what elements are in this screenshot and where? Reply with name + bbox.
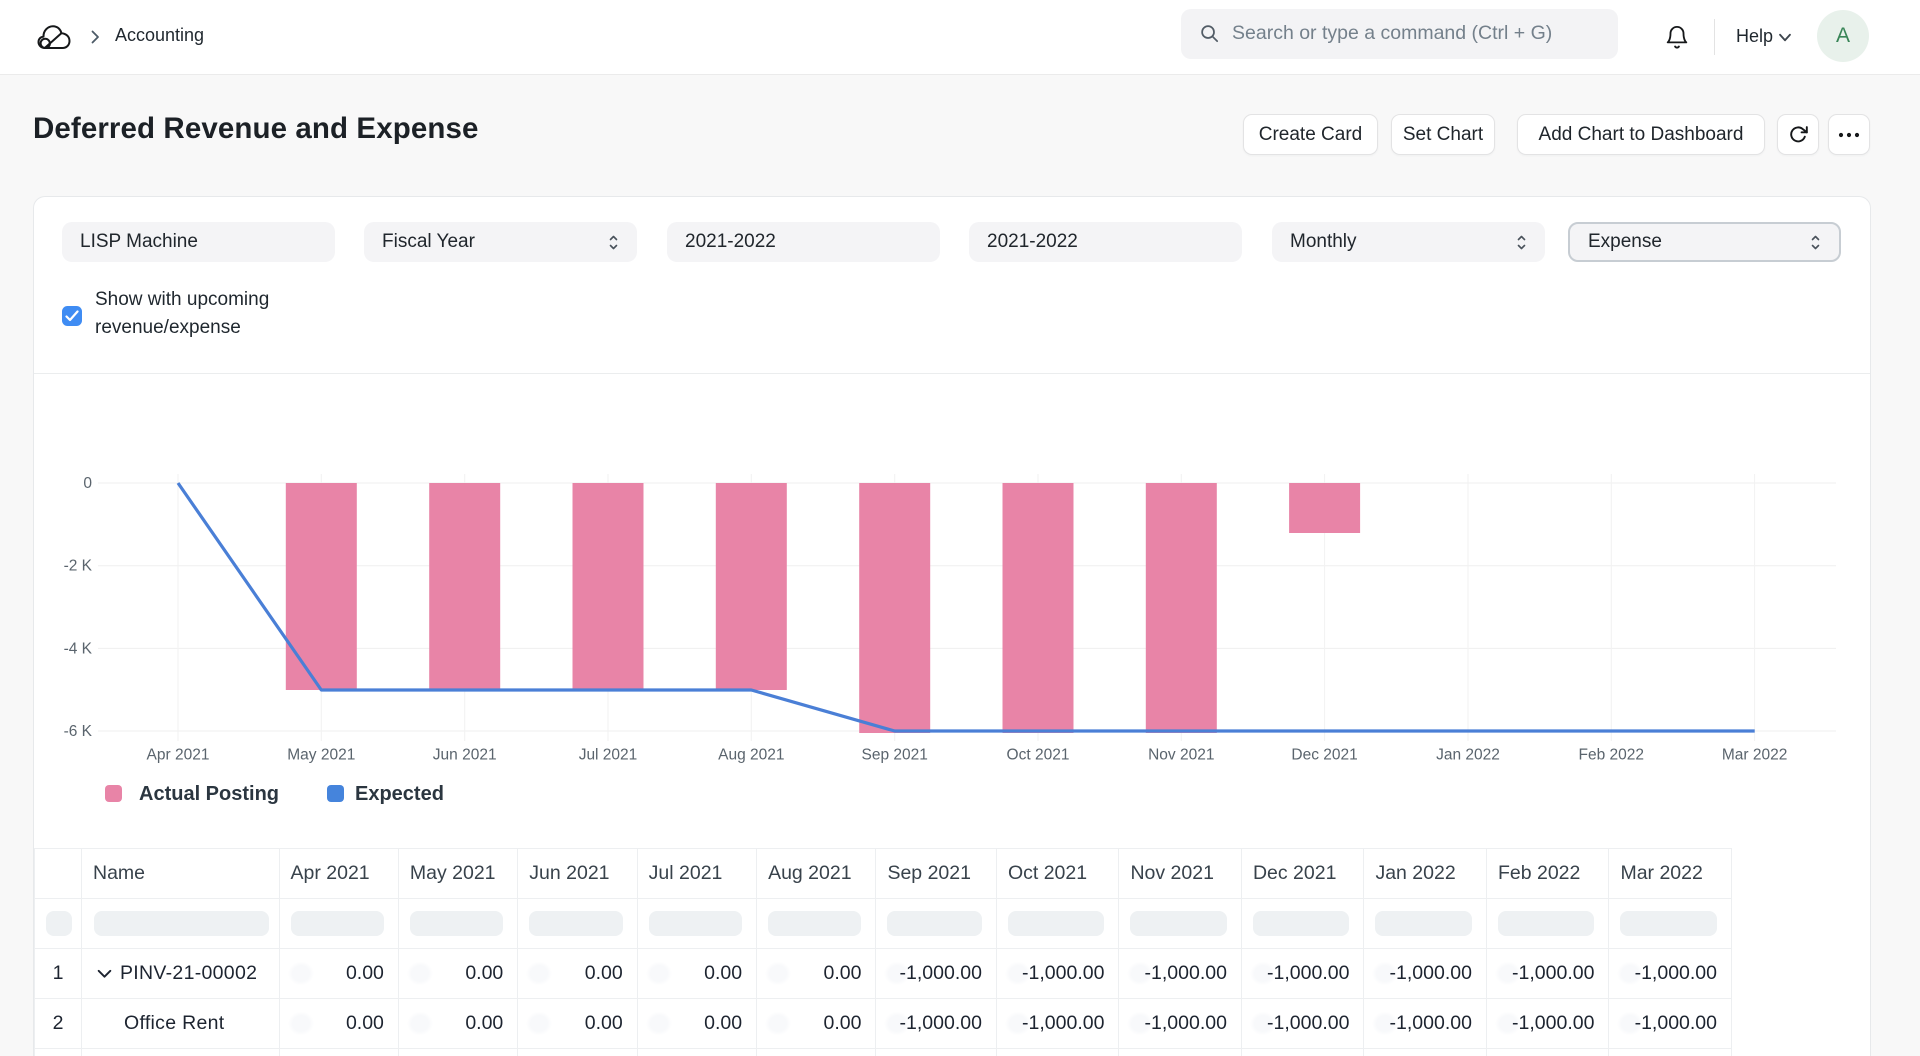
svg-text:Jul 2021: Jul 2021 <box>579 747 638 764</box>
svg-text:Jan 2022: Jan 2022 <box>1436 747 1500 764</box>
svg-text:Sep 2021: Sep 2021 <box>862 747 928 764</box>
svg-text:-6 K: -6 K <box>64 723 93 740</box>
svg-text:May 2021: May 2021 <box>287 747 355 764</box>
svg-text:Actual Posting: Actual Posting <box>139 783 279 805</box>
svg-text:Feb 2022: Feb 2022 <box>1579 747 1645 764</box>
svg-text:Apr 2021: Apr 2021 <box>147 747 210 764</box>
svg-text:Jun 2021: Jun 2021 <box>433 747 497 764</box>
svg-text:Nov 2021: Nov 2021 <box>1148 747 1214 764</box>
svg-text:0: 0 <box>83 475 92 492</box>
svg-text:Mar 2022: Mar 2022 <box>1722 747 1787 764</box>
svg-text:-2 K: -2 K <box>64 558 93 575</box>
svg-text:Aug 2021: Aug 2021 <box>718 747 784 764</box>
svg-text:Oct 2021: Oct 2021 <box>1007 747 1070 764</box>
svg-text:Expected: Expected <box>355 783 444 805</box>
svg-text:Dec 2021: Dec 2021 <box>1291 747 1357 764</box>
svg-text:-4 K: -4 K <box>64 640 93 657</box>
